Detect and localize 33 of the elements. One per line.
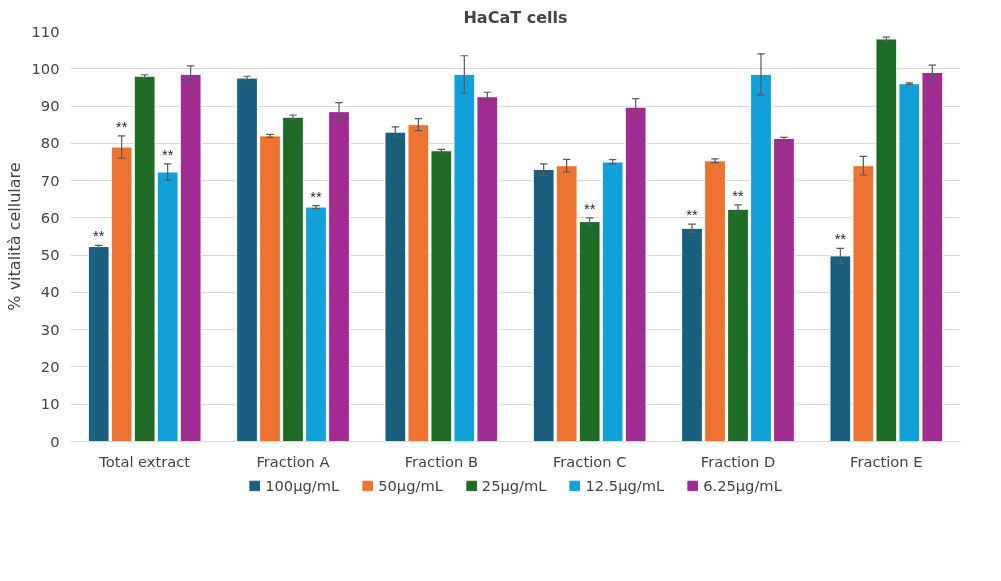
- y-tick-label: 70: [40, 171, 60, 189]
- legend-label: 12.5µg/mL: [585, 476, 665, 494]
- x-tick-label: Fraction B: [404, 452, 478, 470]
- data-label: **: [161, 146, 174, 163]
- data-label: **: [115, 118, 128, 135]
- y-tick-label: 60: [40, 208, 60, 226]
- chart-title: HaCaT cells: [463, 7, 568, 27]
- y-tick-label: 80: [40, 134, 60, 152]
- legend-label: 25µg/mL: [481, 476, 547, 494]
- y-tick-label: 20: [40, 357, 60, 375]
- data-label: **: [583, 200, 596, 217]
- data-label: **: [834, 231, 847, 248]
- y-tick-label: 30: [40, 320, 60, 338]
- legend-label: 6.25µg/mL: [703, 476, 782, 494]
- y-tick-label: 100: [31, 59, 60, 77]
- x-tick-label: Fraction D: [700, 452, 776, 470]
- y-tick-label: 90: [40, 97, 60, 115]
- y-axis-title: % vitalità cellulare: [4, 162, 24, 311]
- data-label: **: [92, 228, 105, 245]
- y-tick-label: 50: [40, 246, 60, 264]
- legend-label: 50µg/mL: [378, 476, 443, 494]
- data-label: **: [686, 207, 699, 224]
- x-tick-label: Total extract: [98, 452, 191, 470]
- x-tick-label: Fraction C: [552, 452, 627, 470]
- data-label: **: [310, 188, 322, 205]
- y-tick-label: 0: [50, 432, 60, 450]
- x-tick-label: Fraction A: [256, 452, 330, 470]
- y-tick-label: 40: [40, 283, 60, 301]
- y-tick-label: 110: [31, 22, 60, 40]
- x-tick-label: Fraction E: [850, 452, 923, 470]
- data-label: **: [732, 187, 744, 204]
- legend-label: 100µg/mL: [265, 476, 340, 494]
- y-tick-label: 10: [40, 395, 60, 413]
